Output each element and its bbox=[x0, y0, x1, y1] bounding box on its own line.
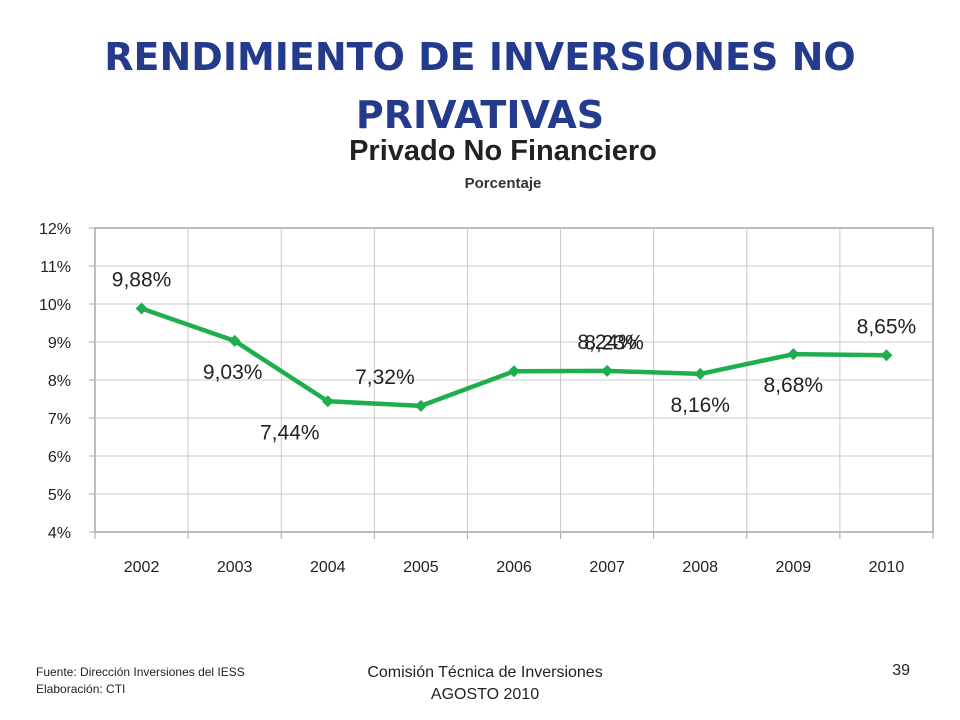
data-label: 8,68% bbox=[764, 374, 824, 397]
data-point bbox=[414, 399, 427, 412]
data-point bbox=[694, 367, 707, 380]
y-tick-label: 12% bbox=[39, 221, 71, 238]
footer-source: Fuente: Dirección Inversiones del IESS bbox=[36, 665, 245, 679]
data-point bbox=[787, 348, 800, 361]
x-tick-label: 2010 bbox=[869, 559, 905, 576]
footer-prepared-by: Elaboración: CTI bbox=[36, 682, 126, 696]
data-label: 8,65% bbox=[857, 315, 917, 338]
data-label-layer: 9,88% 9,03% 7,44% 7,32% 8,23%8,24% 8,16% 8,68%… bbox=[112, 269, 916, 445]
footer-date: AGOSTO 2010 bbox=[430, 686, 540, 703]
data-label: 8,23% bbox=[584, 331, 644, 354]
axis-layer: 4% 5% 6% 7% 8% 9% 10% 11% 12% 2002 2003 2004 2005 200… bbox=[39, 221, 934, 576]
footer-source-block: Fuente: Dirección Inversiones del IESS E… bbox=[36, 664, 245, 698]
y-tick-label: 7% bbox=[48, 411, 71, 428]
slide-title: RENDIMIENTO DE INVERSIONES NO PRIVATIVAS bbox=[104, 35, 856, 137]
x-tick-label: 2004 bbox=[310, 559, 346, 576]
footer-center-block: Comisión Técnica de Inversiones AGOSTO 2… bbox=[330, 662, 640, 706]
grid-layer bbox=[94, 227, 934, 533]
y-tick-label: 9% bbox=[48, 335, 71, 352]
x-tick-label: 2006 bbox=[496, 559, 532, 576]
data-point bbox=[228, 334, 241, 347]
x-tick-label: 2008 bbox=[682, 559, 718, 576]
footer-committee: Comisión Técnica de Inversiones bbox=[367, 664, 603, 681]
x-tick-label: 2003 bbox=[217, 559, 253, 576]
data-point bbox=[135, 302, 148, 315]
y-tick-label: 10% bbox=[39, 297, 71, 314]
y-tick-label: 6% bbox=[48, 449, 71, 466]
page-number: 39 bbox=[892, 662, 910, 679]
x-tick-label: 2009 bbox=[776, 559, 812, 576]
x-tick-label: 2002 bbox=[124, 559, 160, 576]
data-label: 9,88% bbox=[112, 269, 172, 292]
data-label: 8,24% bbox=[577, 331, 637, 354]
data-point bbox=[508, 365, 520, 378]
y-tick-label: 11% bbox=[40, 259, 71, 276]
data-point bbox=[880, 349, 893, 362]
y-tick-label: 4% bbox=[48, 525, 71, 542]
data-point bbox=[601, 364, 614, 377]
chart-title: Privado No Financiero bbox=[349, 135, 657, 167]
data-label: 8,16% bbox=[670, 394, 730, 417]
data-point bbox=[321, 395, 334, 408]
y-tick-label: 5% bbox=[48, 487, 71, 504]
data-label: 7,44% bbox=[260, 421, 320, 444]
series-layer bbox=[135, 302, 893, 412]
chart-subtitle: Porcentaje bbox=[465, 175, 542, 192]
x-tick-label: 2005 bbox=[403, 559, 439, 576]
y-tick-label: 8% bbox=[48, 373, 71, 390]
data-label: 9,03% bbox=[203, 361, 263, 384]
data-label: 7,32% bbox=[355, 366, 415, 389]
x-tick-label: 2007 bbox=[589, 559, 625, 576]
